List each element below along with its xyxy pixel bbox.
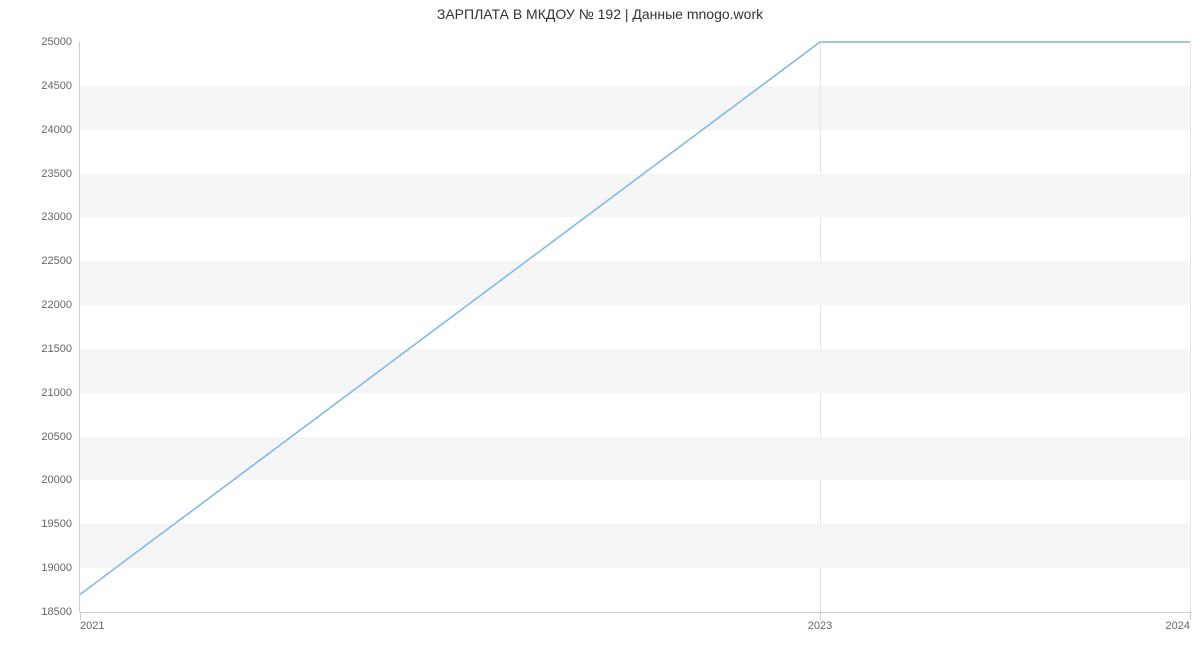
y-axis-tick: 21000: [41, 387, 80, 399]
y-axis-tick: 24000: [41, 124, 80, 136]
chart-title: ЗАРПЛАТА В МКДОУ № 192 | Данные mnogo.wo…: [0, 6, 1200, 22]
x-axis-line: [80, 612, 1190, 613]
x-axis-ticker: [1190, 612, 1191, 620]
plot-area: 1850019000195002000020500210002150022000…: [80, 42, 1190, 612]
y-axis-line: [79, 42, 80, 612]
y-axis-tick: 19000: [41, 562, 80, 574]
x-axis-tick: 2021: [80, 612, 104, 632]
x-axis-tick: 2024: [1166, 612, 1190, 632]
y-axis-tick: 19500: [41, 518, 80, 530]
y-axis-tick: 22000: [41, 299, 80, 311]
x-grid-line: [1190, 42, 1191, 612]
y-axis-tick: 22500: [41, 255, 80, 267]
y-axis-tick: 23500: [41, 168, 80, 180]
y-axis-tick: 20000: [41, 474, 80, 486]
y-axis-tick: 18500: [41, 606, 80, 618]
y-axis-tick: 20500: [41, 431, 80, 443]
x-axis-ticker: [820, 612, 821, 620]
series-line: [80, 42, 1190, 612]
y-axis-tick: 25000: [41, 36, 80, 48]
y-axis-tick: 23000: [41, 211, 80, 223]
series-salary: [80, 42, 1190, 594]
y-axis-tick: 21500: [41, 343, 80, 355]
x-axis-ticker: [80, 612, 81, 620]
salary-chart: ЗАРПЛАТА В МКДОУ № 192 | Данные mnogo.wo…: [0, 0, 1200, 650]
y-axis-tick: 24500: [41, 80, 80, 92]
